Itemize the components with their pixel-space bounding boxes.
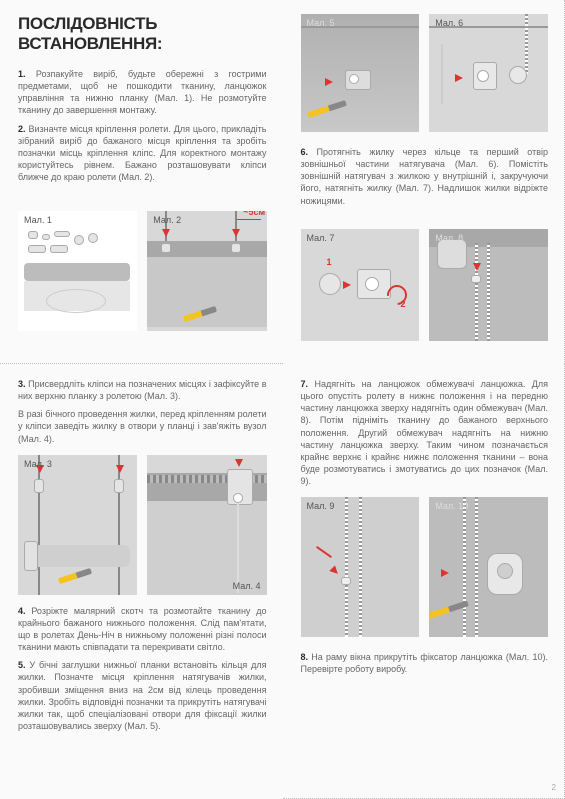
mark-2: 2 (401, 299, 406, 309)
step-5-body: У бічні заглушки нижньої планки встанові… (18, 660, 267, 731)
step-1-body: Розпакуйте виріб, будьте обережні з гост… (18, 69, 267, 115)
step-4-num: 4. (18, 606, 26, 616)
step-1-text: 1. Розпакуйте виріб, будьте обережні з г… (18, 68, 267, 117)
step-3-text: 3. Присвердліть кліпси на позначених міс… (18, 378, 267, 402)
figure-7-caption: Мал. 7 (307, 233, 335, 243)
figure-1: Мал. 1 (18, 211, 137, 331)
step-7-num: 7. (301, 379, 309, 389)
figure-9: Мал. 9 (301, 497, 420, 637)
step-4-body: Розріжте малярний скотч та розмотайте тк… (18, 606, 267, 652)
step-7-body: Надягніть на ланцюжок обмежувачі ланцюжк… (301, 379, 549, 486)
figure-8-caption: Мал. 8 (435, 233, 463, 243)
figure-1-caption: Мал. 1 (24, 215, 52, 225)
step-1-num: 1. (18, 69, 26, 79)
step-6-text: 6. Протягніть жилку через кільце та перш… (301, 146, 549, 207)
step-3-num: 3. (18, 379, 26, 389)
step-7-text: 7. Надягніть на ланцюжок обмежувачі ланц… (301, 378, 549, 487)
step-5-text: 5. У бічні заглушки нижньої планки встан… (18, 659, 267, 732)
figure-10-caption: Мал. 10 (435, 501, 468, 511)
figure-3: Мал. 3 (18, 455, 137, 595)
step-8-body: На раму вікна прикрутіть фіксатор ланцюж… (301, 652, 548, 674)
step-6-body: Протягніть жилку через кільце та перший … (301, 147, 549, 206)
panel-top-left: ПОСЛІДОВНІСТЬ ВСТАНОВЛЕННЯ: 1. Розпакуйт… (0, 0, 283, 364)
step-3b-text: В разі бічного проведення жилки, перед к… (18, 408, 267, 444)
figure-4-caption: Мал. 4 (233, 581, 261, 591)
panel-top-right: Мал. 5 Мал. 6 6. Пр (283, 0, 565, 364)
figure-9-caption: Мал. 9 (307, 501, 335, 511)
figure-2-caption: Мал. 2 (153, 215, 181, 225)
mark-1: 1 (327, 257, 332, 267)
step-8-text: 8. На раму вікна прикрутіть фіксатор лан… (301, 651, 549, 675)
panel-bottom-left: 3. Присвердліть кліпси на позначених міс… (0, 364, 283, 799)
step-4-text: 4. Розріжте малярний скотч та розмотайте… (18, 605, 267, 654)
step-6-num: 6. (301, 147, 309, 157)
step-2-body: Визначте місця кріплення ролети. Для цьо… (18, 124, 267, 183)
dim-label: ~5см (243, 211, 265, 217)
figure-6-caption: Мал. 6 (435, 18, 463, 28)
step-3-body: Присвердліть кліпси на позначених місцях… (18, 379, 267, 401)
step-2-text: 2. Визначте місця кріплення ролети. Для … (18, 123, 267, 184)
panel-bottom-right: 7. Надягніть на ланцюжок обмежувачі ланц… (283, 364, 565, 799)
page-title: ПОСЛІДОВНІСТЬ ВСТАНОВЛЕННЯ: (18, 14, 267, 54)
page-number: 2 (552, 783, 556, 792)
figure-10: Мал. 10 (429, 497, 548, 637)
figure-3-caption: Мал. 3 (24, 459, 52, 469)
figure-2: Мал. 2 ~5см (147, 211, 266, 331)
step-8-num: 8. (301, 652, 309, 662)
step-5-num: 5. (18, 660, 26, 670)
figure-4: Мал. 4 (147, 455, 266, 595)
figure-8: Мал. 8 (429, 229, 548, 341)
figure-7: Мал. 7 1 2 (301, 229, 420, 341)
figure-5-caption: Мал. 5 (307, 18, 335, 28)
step-2-num: 2. (18, 124, 26, 134)
figure-6: Мал. 6 (429, 14, 548, 132)
figure-5: Мал. 5 (301, 14, 420, 132)
